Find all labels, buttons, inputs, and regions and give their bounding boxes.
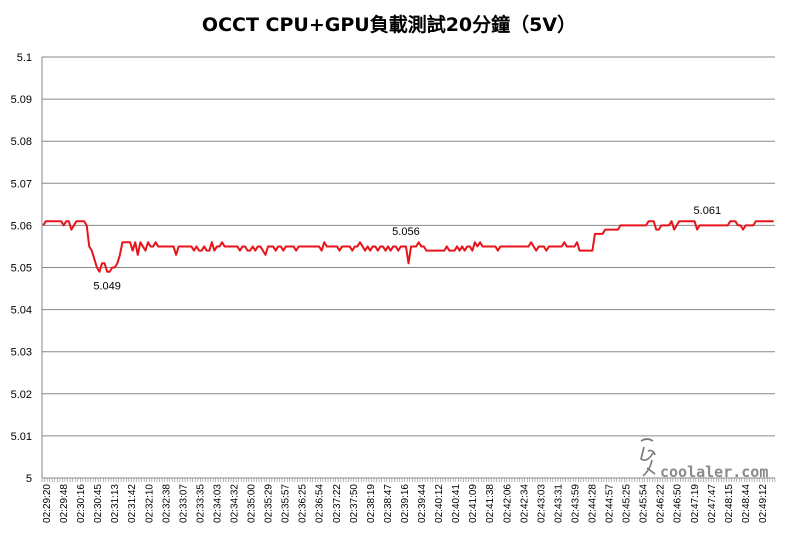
x-tick-label: 02:37:50: [349, 484, 360, 523]
x-tick-label: 02:35:57: [281, 484, 292, 523]
x-tick-label: 02:36:54: [315, 484, 326, 523]
y-tick-label: 5.1: [17, 52, 32, 64]
x-tick-label: 02:30:45: [93, 484, 104, 523]
x-tick-label: 02:30:16: [76, 484, 87, 523]
x-tick-label: 02:33:07: [178, 484, 189, 523]
x-tick-label: 02:44:28: [587, 484, 598, 523]
x-tick-label: 02:33:35: [195, 484, 206, 523]
y-tick-label: 5.06: [11, 220, 32, 232]
data-label: 5.049: [93, 281, 121, 293]
x-tick-label: 02:34:32: [230, 484, 241, 523]
x-tick-label: 02:49:12: [758, 484, 769, 523]
x-tick-label: 02:29:20: [42, 484, 53, 523]
x-tick-label: 02:42:34: [519, 484, 530, 523]
gridlines: [42, 56, 775, 479]
x-tick-label: 02:37:22: [332, 484, 343, 523]
x-axis: 02:29:20 02:29:48 02:30:16 02:30:45 02:31:13…: [41, 477, 776, 523]
y-tick-label: 5.02: [11, 389, 32, 401]
x-tick-label: 02:44:57: [605, 484, 616, 523]
y-tick-label: 5.01: [11, 431, 32, 443]
x-tick-label: 02:31:13: [110, 484, 121, 523]
data-label: 5.056: [392, 226, 420, 238]
x-tick-label: 02:29:48: [59, 484, 70, 523]
x-tick-label: 02:42:06: [502, 484, 513, 523]
x-tick-label: 02:48:15: [724, 484, 735, 523]
series-group: [42, 220, 774, 273]
x-tick-label: 02:36:25: [298, 484, 309, 523]
x-tick-label: 02:45:54: [639, 484, 650, 523]
x-tick-label: 02:47:19: [690, 484, 701, 523]
chart-title: OCCT CPU+GPU負載測試20分鐘（5V）: [202, 13, 576, 36]
x-tick-label: 02:40:41: [451, 484, 462, 523]
x-tick-label: 02:39:16: [400, 484, 411, 523]
x-tick-label: 02:48:44: [741, 484, 752, 523]
y-tick-label: 5.05: [11, 263, 32, 275]
x-tick-label: 02:43:59: [570, 484, 581, 523]
x-tick-label: 02:43:31: [553, 484, 564, 523]
watermark-text: coolaler.com: [660, 463, 768, 481]
x-tick-label: 02:43:03: [536, 484, 547, 523]
x-tick-label: 02:38:19: [366, 484, 377, 523]
x-tick-label: 02:41:38: [485, 484, 496, 523]
x-tick-label: 02:32:38: [161, 484, 172, 523]
x-tick-label: 02:38:47: [383, 484, 394, 523]
watermark: coolaler.com: [640, 438, 768, 481]
x-tick-label: 02:31:42: [127, 484, 138, 523]
x-tick-label: 02:46:50: [673, 484, 684, 523]
y-tick-label: 5.07: [11, 178, 32, 190]
watermark-logo-icon: [640, 438, 656, 477]
x-tick-label: 02:39:44: [417, 484, 428, 523]
x-tick-label: 02:32:10: [144, 484, 155, 523]
x-tick-label: 02:47:47: [707, 484, 718, 523]
x-tick-label: 02:35:00: [247, 484, 258, 523]
y-tick-label: 5: [26, 473, 32, 485]
x-tick-label: 02:40:12: [434, 484, 445, 523]
y-tick-label: 5.03: [11, 347, 32, 359]
y-axis: 5 5.01 5.02 5.03 5.04 5.05 5.06 5.07 5.08 5.09 5.1: [11, 52, 43, 485]
x-tick-label: 02:41:09: [468, 484, 479, 523]
x-tick-label: 02:46:22: [656, 484, 667, 523]
x-tick-label: 02:45:25: [622, 484, 633, 523]
x-tick-label: 02:35:29: [264, 484, 275, 523]
data-label: 5.061: [694, 205, 722, 217]
y-tick-label: 5.08: [11, 136, 32, 148]
x-tick-label: 02:34:03: [212, 484, 223, 523]
series-line: [42, 220, 774, 273]
annotations: 5.049 5.056 5.061: [93, 205, 721, 293]
y-tick-label: 5.09: [11, 94, 32, 106]
y-tick-label: 5.04: [11, 305, 32, 317]
